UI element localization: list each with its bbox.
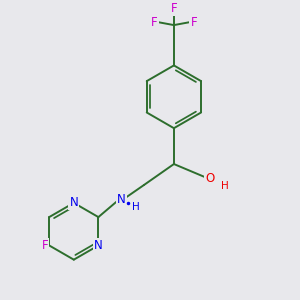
Text: H: H	[221, 181, 229, 190]
Text: F: F	[41, 239, 48, 252]
Text: N: N	[117, 194, 126, 206]
Text: F: F	[171, 2, 177, 15]
Text: F: F	[151, 16, 157, 28]
Text: N: N	[69, 196, 78, 209]
Text: H: H	[132, 202, 140, 212]
Text: F: F	[190, 16, 197, 28]
Text: N: N	[94, 239, 103, 252]
Text: O: O	[205, 172, 214, 185]
